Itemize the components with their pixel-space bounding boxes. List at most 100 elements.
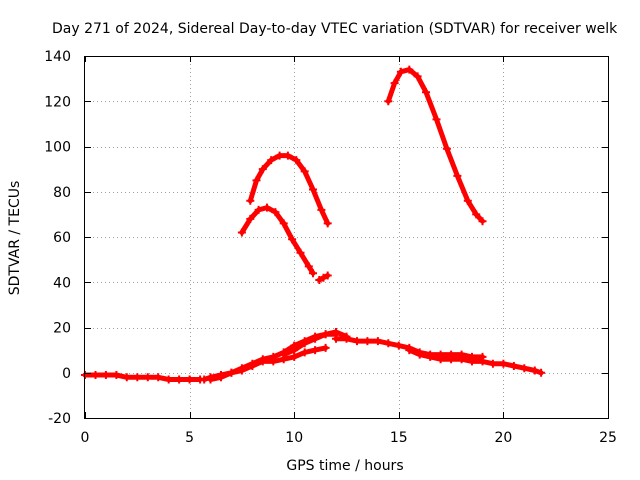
data-point [537, 368, 546, 377]
data-point [252, 176, 261, 185]
data-point [237, 228, 246, 237]
data-point [332, 328, 340, 336]
data-point [290, 352, 299, 361]
x-tick-label: 20 [494, 430, 512, 446]
data-point [321, 330, 330, 339]
series-arc-2-tail [315, 271, 332, 284]
data-point [472, 210, 481, 219]
data-point [530, 366, 539, 375]
data-point [91, 371, 100, 379]
data-point [154, 373, 163, 382]
data-point [499, 359, 508, 368]
series-baseline-early [81, 371, 205, 384]
data-point [463, 196, 472, 205]
data-point [478, 217, 487, 226]
data-point [279, 350, 288, 359]
data-point [271, 208, 280, 217]
data-point [288, 235, 297, 244]
data-point [164, 375, 173, 384]
data-point [175, 375, 184, 384]
data-point [279, 219, 288, 228]
data-point [206, 375, 215, 384]
data-point [311, 346, 320, 355]
data-point [275, 151, 284, 160]
data-point [509, 362, 518, 370]
data-point [269, 357, 278, 366]
data-point [396, 67, 405, 76]
x-tick-label: 25 [599, 430, 617, 446]
data-point [342, 332, 351, 341]
series-decay-late [405, 346, 546, 377]
data-point [290, 346, 299, 355]
data-point [311, 334, 320, 343]
data-point [309, 185, 317, 194]
data-point [246, 214, 255, 223]
data-point [304, 262, 313, 271]
data-point [254, 205, 263, 214]
data-point [263, 203, 271, 212]
data-point [447, 355, 456, 364]
data-point [353, 337, 361, 346]
data-point [283, 151, 292, 160]
data-point [237, 366, 246, 375]
x-axis-label: GPS time / hours [286, 458, 403, 474]
data-point [323, 271, 332, 280]
series-line [239, 205, 316, 276]
data-point [258, 357, 267, 366]
data-point [442, 144, 451, 153]
series-arc-2 [237, 203, 317, 278]
data-point [332, 334, 340, 343]
chart-title: Day 271 of 2024, Sidereal Day-to-day VTE… [52, 21, 618, 37]
series-layer [81, 65, 546, 384]
data-point [300, 348, 309, 357]
data-point [101, 371, 110, 379]
data-point [217, 373, 225, 382]
x-tick-label: 10 [285, 430, 303, 446]
data-point [422, 88, 430, 97]
data-point [413, 72, 422, 81]
data-point [227, 368, 236, 377]
series-mid-cluster [279, 328, 351, 359]
y-tick-label: 140 [44, 49, 71, 65]
data-point [258, 165, 267, 174]
series-arc-1-high [246, 151, 332, 228]
data-point [321, 343, 330, 352]
data-point [426, 352, 435, 361]
data-point [394, 341, 403, 350]
y-tick-label: 100 [44, 140, 71, 156]
data-point [436, 355, 445, 364]
axes: 0 5 10 15 20 25 -20 0 20 40 60 80 100 120 140 [44, 49, 617, 446]
data-point [315, 276, 324, 284]
data-point [292, 156, 301, 165]
data-point [405, 65, 414, 74]
x-tick-label: 15 [390, 430, 408, 446]
plot-frame [84, 56, 609, 419]
data-point [309, 269, 317, 278]
data-point [267, 156, 276, 165]
data-point [300, 339, 309, 348]
data-point [488, 359, 497, 368]
x-tick-label: 5 [185, 430, 194, 446]
data-point [300, 167, 309, 176]
data-point [415, 350, 424, 359]
data-point [390, 79, 399, 88]
data-point [112, 371, 121, 379]
data-point [248, 362, 257, 370]
data-point [133, 373, 142, 382]
y-tick-label: 60 [53, 230, 71, 246]
data-point [317, 205, 326, 214]
y-tick-label: 80 [53, 185, 71, 201]
data-point [453, 171, 462, 180]
y-tick-label: 0 [62, 366, 71, 382]
series-line [385, 67, 485, 224]
y-tick-label: 120 [44, 94, 71, 110]
data-point [323, 219, 332, 228]
data-point [363, 337, 372, 346]
data-point [405, 346, 414, 355]
data-point [246, 196, 255, 205]
data-point [432, 115, 441, 124]
data-point [478, 357, 487, 366]
y-tick-label: 40 [53, 275, 71, 291]
grid [85, 56, 608, 418]
data-point [384, 97, 393, 106]
